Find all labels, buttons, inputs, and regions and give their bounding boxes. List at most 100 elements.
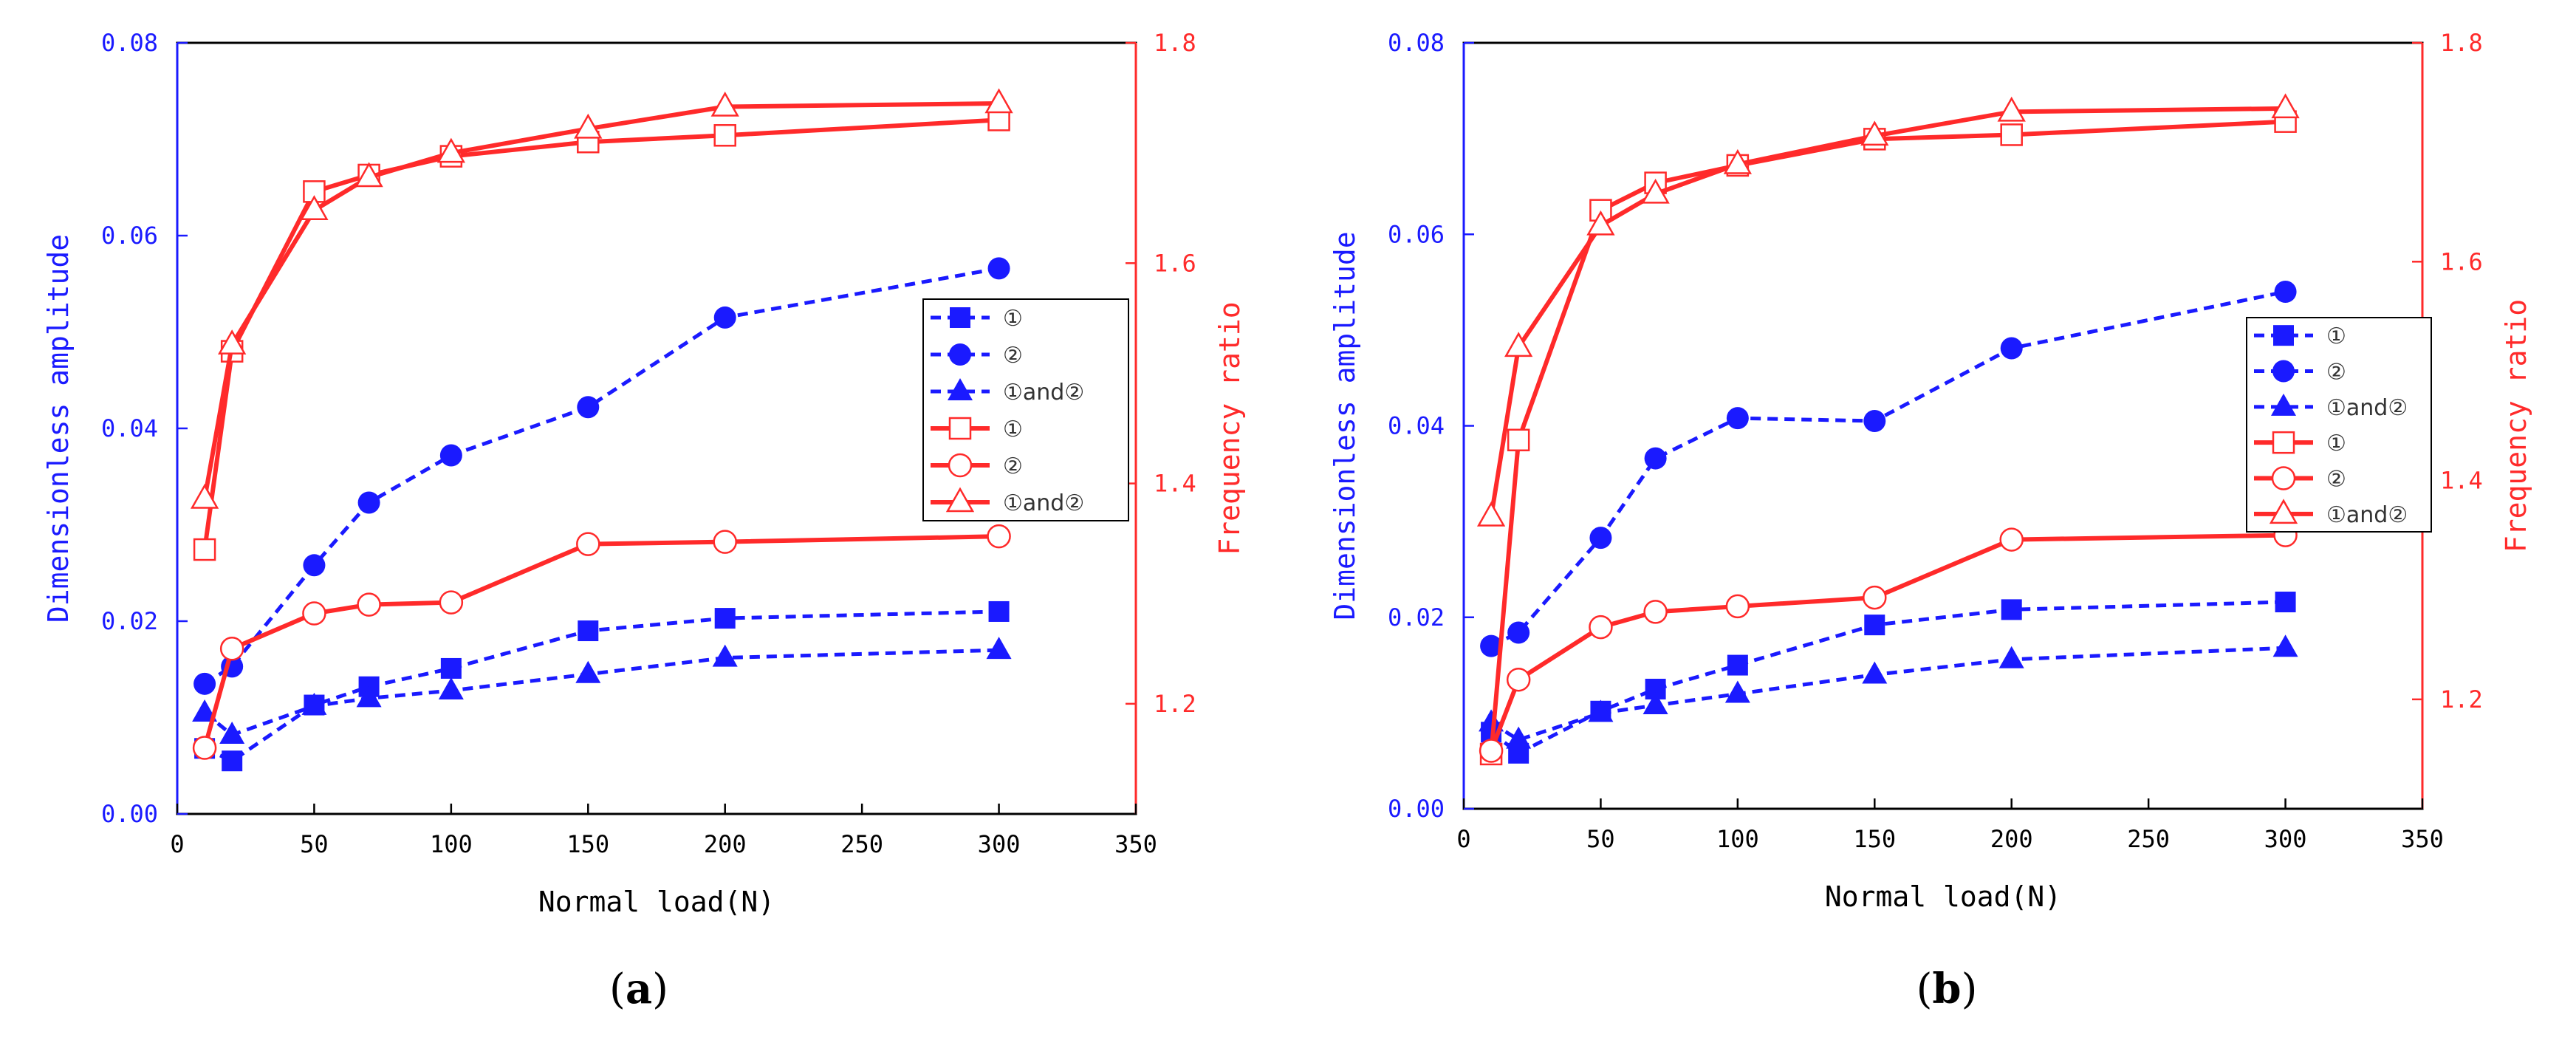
data-point — [1862, 661, 1888, 684]
data-point — [2001, 599, 2022, 620]
y-right-tick-label: 1.6 — [2440, 247, 2483, 275]
legend-label: ① — [1003, 306, 1023, 332]
data-point — [439, 444, 462, 467]
legend-label: ① — [2326, 431, 2346, 456]
data-point — [1506, 726, 1532, 749]
y-right-axis-title: Frequency ratio — [2500, 299, 2532, 552]
legend-marker — [2272, 431, 2295, 454]
series-line — [1490, 600, 2286, 756]
x-tick-label: 50 — [300, 830, 329, 858]
x-tick-label: 100 — [1716, 825, 1759, 853]
data-point — [1642, 692, 1668, 715]
x-tick-label: 350 — [2401, 825, 2444, 853]
y-right-tick-label: 1.4 — [2440, 467, 2483, 495]
data-point — [301, 692, 327, 715]
x-tick-label: 0 — [170, 830, 184, 858]
data-point — [2000, 337, 2023, 360]
legend: ① ② ①and② ① ② ①and② — [2246, 317, 2432, 533]
panel-label: (b) — [1916, 965, 1978, 1013]
y-left-tick-label: 0.02 — [101, 607, 158, 635]
y-right-tick-label: 1.2 — [1154, 690, 1196, 718]
data-point — [713, 306, 736, 329]
legend-marker — [2272, 360, 2295, 383]
y-left-tick-label: 0.00 — [1388, 795, 1445, 823]
data-point — [1998, 646, 2024, 668]
data-point — [436, 137, 466, 163]
data-point — [988, 600, 1010, 622]
series-right-4 — [193, 109, 1010, 561]
legend-label: ② — [2326, 467, 2346, 493]
data-point — [2271, 93, 2300, 119]
panel-paren: ( — [609, 965, 626, 1013]
panel-paren: ) — [652, 965, 668, 1013]
data-point — [714, 608, 736, 629]
x-tick-label: 250 — [840, 830, 883, 858]
data-point — [1724, 680, 1750, 703]
data-point — [2000, 123, 2023, 146]
x-tick-label: 250 — [2127, 825, 2170, 853]
data-point — [1644, 447, 1667, 470]
y-left-tick-label: 0.06 — [1388, 220, 1445, 248]
chart-panel-2: 0 50 100 150 200 250 300 350 0.00 0.02 0.04 0.06 0.0… — [1329, 29, 2532, 913]
data-point — [1506, 667, 1531, 692]
legend-marker — [2269, 499, 2298, 524]
data-point — [987, 257, 1010, 280]
data-point — [1725, 594, 1750, 619]
data-point — [193, 538, 216, 561]
legend-box — [922, 298, 1129, 521]
data-point — [190, 483, 219, 509]
data-point — [1999, 527, 2024, 552]
data-point — [2272, 634, 2298, 657]
y-right-tick-label: 1.6 — [1154, 249, 1196, 277]
data-point — [986, 637, 1012, 660]
x-axis-title: Normal load(N) — [538, 886, 775, 918]
series-left-2 — [1480, 281, 2297, 657]
y-left-tick-label: 0.00 — [101, 800, 158, 828]
x-tick-label: 50 — [1586, 825, 1615, 853]
panel-paren: ) — [1962, 965, 1978, 1013]
data-point — [1479, 739, 1504, 763]
legend-marker — [950, 307, 970, 328]
series-left-2 — [193, 257, 1010, 695]
x-axis-title: Normal load(N) — [1825, 880, 2061, 913]
series-line — [1490, 646, 2286, 742]
y-left-tick-label: 0.08 — [1388, 29, 1445, 57]
series-right-5 — [192, 524, 1011, 760]
series-line — [204, 609, 999, 763]
x-tick-label: 200 — [1990, 825, 2033, 853]
x-tick-label: 300 — [978, 830, 1021, 858]
data-point — [1589, 615, 1613, 640]
data-point — [218, 329, 247, 355]
data-point — [354, 162, 383, 188]
data-point — [1643, 600, 1668, 624]
data-point — [192, 699, 218, 722]
data-point — [713, 530, 737, 554]
legend-label: ①and② — [2326, 395, 2408, 421]
legend-marker — [948, 378, 973, 400]
data-point — [577, 396, 600, 419]
data-point — [1480, 634, 1503, 657]
data-point — [576, 532, 600, 556]
x-tick-label: 350 — [1114, 830, 1157, 858]
legend-label: ①and② — [1003, 490, 1084, 516]
series-right-5 — [1479, 523, 2298, 763]
data-point — [193, 672, 216, 695]
y-left-tick-label: 0.06 — [101, 222, 158, 250]
data-point — [439, 590, 464, 615]
y-left-tick-label: 0.02 — [1388, 603, 1445, 632]
legend-label: ① — [2326, 324, 2346, 349]
data-point — [356, 685, 382, 708]
legend-box — [2246, 317, 2432, 533]
legend-marker — [948, 417, 972, 440]
y-left-axis-title: Dimensionless amplitude — [42, 234, 75, 623]
panel-letter: a — [626, 965, 652, 1013]
series-left-3 — [1479, 634, 2298, 749]
series-line — [203, 266, 1000, 685]
series-line — [202, 101, 999, 499]
y-left-tick-label: 0.04 — [1388, 412, 1445, 440]
data-point — [1507, 621, 1530, 644]
data-point — [1860, 120, 1889, 146]
data-point — [1507, 428, 1530, 452]
data-point — [1586, 210, 1615, 236]
